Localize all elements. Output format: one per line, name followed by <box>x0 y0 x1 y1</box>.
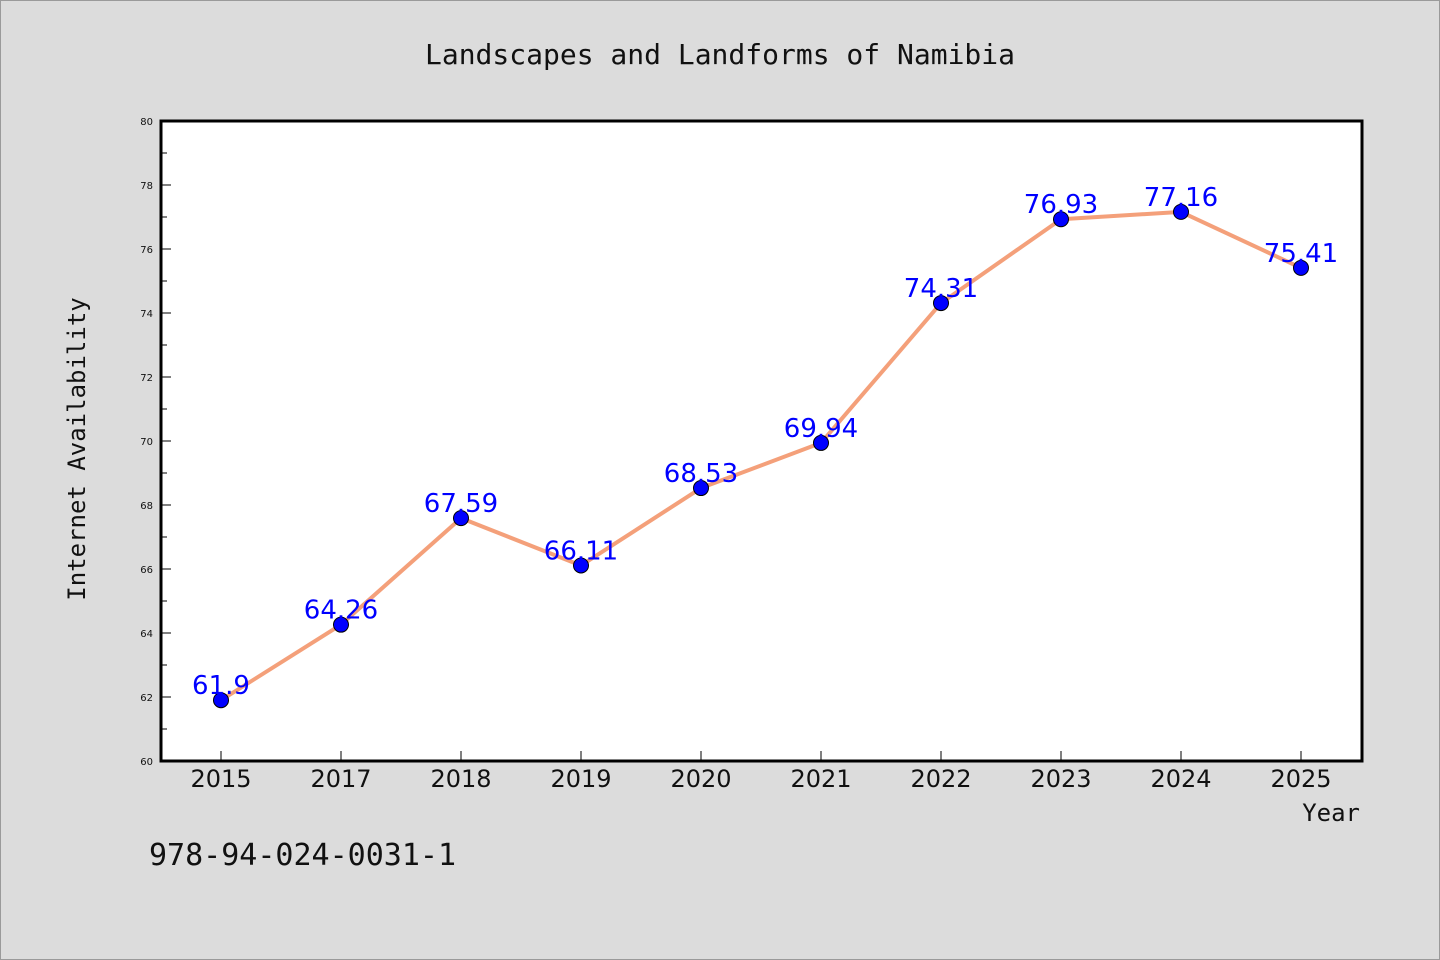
x-tick-label: 2024 <box>1150 765 1211 793</box>
x-tick-label: 2019 <box>550 765 611 793</box>
series-line <box>219 209 1302 702</box>
data-label: 61.9 <box>192 671 250 701</box>
data-point <box>813 434 829 451</box>
data-point <box>1293 259 1309 276</box>
data-point <box>453 510 469 527</box>
y-tick-label: 80 <box>140 117 153 128</box>
data-label: 64.26 <box>304 596 378 626</box>
data-point <box>933 295 949 312</box>
y-axis: 60 62 64 66 68 70 72 74 76 78 80 <box>140 117 171 768</box>
y-tick-label: 64 <box>140 629 153 640</box>
x-tick-label: 2025 <box>1270 765 1331 793</box>
data-label: 66.11 <box>544 536 618 566</box>
x-axis-label: Year <box>1302 799 1360 827</box>
y-tick-label: 60 <box>140 757 153 768</box>
data-labels: 61.9 64.26 67.59 66.11 68.53 69.94 74.31 76.93 7… <box>192 183 1338 701</box>
data-point <box>1053 211 1069 228</box>
y-tick-label: 68 <box>140 501 153 512</box>
data-label: 76.93 <box>1024 190 1098 220</box>
y-axis-label: Internet Availability <box>63 297 91 600</box>
y-tick-label: 66 <box>140 565 153 576</box>
data-label: 67.59 <box>424 489 498 519</box>
y-tick-label: 70 <box>140 437 153 448</box>
y-tick-label: 76 <box>140 245 153 256</box>
data-point <box>1173 203 1189 220</box>
data-label: 68.53 <box>664 459 738 489</box>
x-tick-label: 2020 <box>670 765 731 793</box>
data-label: 74.31 <box>904 274 978 304</box>
x-tick-label: 2018 <box>430 765 491 793</box>
data-point <box>693 480 709 497</box>
x-axis: 2015 2017 2018 2019 2020 2021 2022 2023 2024 2025 <box>190 751 1332 793</box>
data-point <box>213 692 229 709</box>
y-tick-label: 78 <box>140 181 153 192</box>
x-tick-label: 2021 <box>790 765 851 793</box>
data-point <box>573 557 589 574</box>
y-tick-label: 72 <box>140 373 153 384</box>
series-layer <box>213 203 1309 709</box>
x-tick-label: 2022 <box>910 765 971 793</box>
y-tick-label: 62 <box>140 693 153 704</box>
x-tick-label: 2015 <box>190 765 251 793</box>
chart-title: Landscapes and Landforms of Namibia <box>425 38 1015 71</box>
isbn-text: 978-94-024-0031-1 <box>149 838 456 873</box>
data-label: 75.41 <box>1264 239 1338 269</box>
y-tick-label: 74 <box>140 309 153 320</box>
x-tick-label: 2023 <box>1030 765 1091 793</box>
data-label: 77.16 <box>1144 183 1218 213</box>
data-point <box>333 616 349 633</box>
x-tick-label: 2017 <box>310 765 371 793</box>
data-label: 69.94 <box>784 414 858 444</box>
plot-area <box>159 119 1364 763</box>
